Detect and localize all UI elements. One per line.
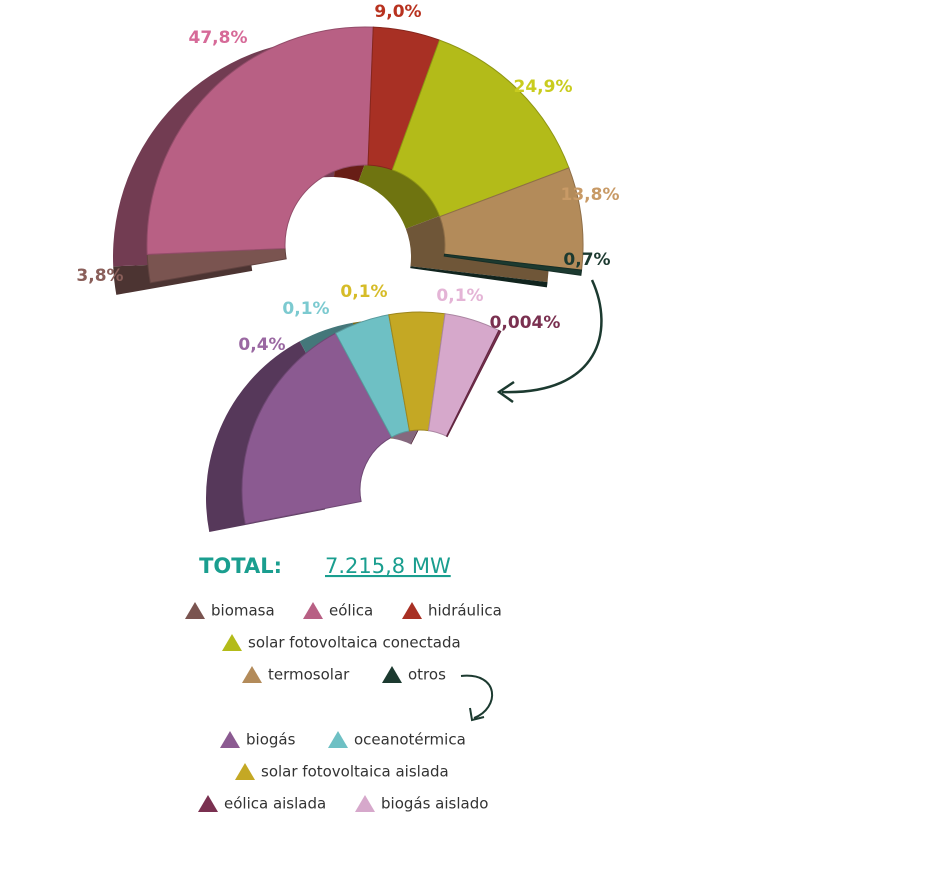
value-label: 0,4% (238, 335, 285, 355)
legend-swatch (303, 602, 323, 619)
legend-swatch (185, 602, 205, 619)
legend-swatch (402, 602, 422, 619)
slice (443, 253, 583, 276)
value-label: 0,1% (282, 299, 329, 319)
legend-label: biomasa (211, 602, 275, 620)
value-label: 0,1% (436, 286, 483, 306)
slice-side (410, 266, 548, 288)
legend-label: solar fotovoltaica conectada (248, 634, 461, 652)
legend-swatch (235, 763, 255, 780)
legend-label: biogás aislado (381, 795, 488, 813)
legend-swatch (242, 666, 262, 683)
legend-label: biogás (246, 731, 296, 749)
value-label: 24,9% (514, 77, 573, 97)
legend-swatch (198, 795, 218, 812)
legend-label: solar fotovoltaica aislada (261, 763, 449, 781)
legend-label: oceanotérmica (354, 731, 466, 749)
total-label: TOTAL: (199, 554, 282, 578)
legend-label: hidráulica (428, 602, 502, 620)
legend-label: termosolar (268, 666, 350, 684)
slice (391, 39, 570, 218)
legend: biomasa eólica hidráulica solar fotovoltaic… (185, 602, 502, 813)
slice (146, 26, 374, 255)
value-label: 0,7% (563, 250, 610, 270)
value-label: 9,0% (374, 2, 421, 22)
legend-swatch (355, 795, 375, 812)
value-label: 0,004% (490, 313, 561, 333)
legend-swatch (328, 731, 348, 748)
value-label: 0,1% (340, 282, 387, 302)
legend-label: eólica aislada (224, 795, 326, 813)
legend-label: eólica (329, 602, 373, 620)
legend-swatch (220, 731, 240, 748)
slice (445, 329, 502, 438)
arrow-head (496, 380, 515, 404)
legend-arrow (460, 674, 494, 719)
arrow-head (469, 707, 485, 722)
value-label: 13,8% (561, 185, 620, 205)
total-value: 7.215,8 MW (325, 554, 451, 578)
legend-label: otros (408, 666, 446, 684)
pie-tops (241, 311, 502, 525)
legend-swatch (222, 634, 242, 651)
pies: 3,8% 47,8% 9,0% 24,9% 13,8% 0,7% 0,4% 0,1% 0,1% 0… (76, 2, 619, 532)
pie-tops (146, 26, 584, 284)
slice (241, 332, 393, 525)
connector-arrow (501, 279, 603, 394)
value-label: 3,8% (76, 266, 123, 286)
value-label: 47,8% (189, 28, 248, 48)
legend-swatch (382, 666, 402, 683)
